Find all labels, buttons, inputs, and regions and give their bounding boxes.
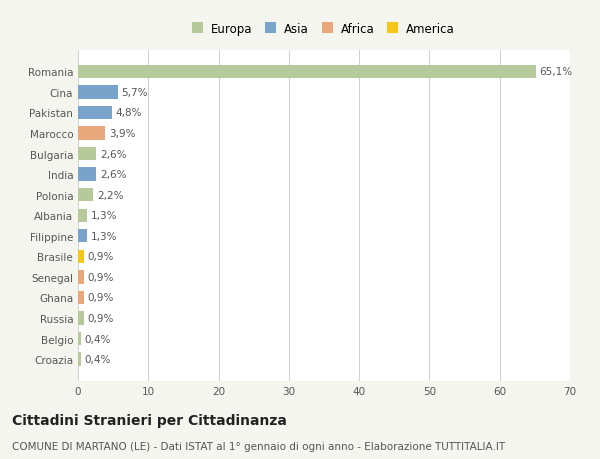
Text: 0,9%: 0,9% (88, 272, 114, 282)
Text: Cittadini Stranieri per Cittadinanza: Cittadini Stranieri per Cittadinanza (12, 413, 287, 427)
Bar (78, 230, 87, 243)
Bar (78, 147, 96, 161)
Text: 2,6%: 2,6% (100, 149, 126, 159)
Text: 0,9%: 0,9% (88, 252, 114, 262)
Legend: Europa, Asia, Africa, America: Europa, Asia, Africa, America (191, 20, 457, 38)
Text: COMUNE DI MARTANO (LE) - Dati ISTAT al 1° gennaio di ogni anno - Elaborazione TU: COMUNE DI MARTANO (LE) - Dati ISTAT al 1… (12, 441, 505, 451)
Bar (78, 189, 94, 202)
Bar (78, 291, 85, 304)
Bar (78, 209, 87, 223)
Bar (78, 271, 85, 284)
Bar (78, 106, 112, 120)
Bar (78, 353, 81, 366)
Text: 5,7%: 5,7% (122, 88, 148, 98)
Text: 1,3%: 1,3% (91, 211, 117, 221)
Bar (78, 250, 85, 263)
Bar (78, 332, 81, 346)
Text: 2,6%: 2,6% (100, 170, 126, 180)
Text: 2,2%: 2,2% (97, 190, 124, 200)
Text: 1,3%: 1,3% (91, 231, 117, 241)
Text: 0,4%: 0,4% (85, 334, 111, 344)
Text: 4,8%: 4,8% (115, 108, 142, 118)
Bar (78, 312, 85, 325)
Text: 0,4%: 0,4% (85, 354, 111, 364)
Text: 0,9%: 0,9% (88, 293, 114, 303)
Text: 65,1%: 65,1% (539, 67, 572, 77)
Text: 3,9%: 3,9% (109, 129, 136, 139)
Bar (78, 127, 106, 140)
Text: 0,9%: 0,9% (88, 313, 114, 323)
Bar (78, 168, 96, 181)
Bar (78, 66, 536, 79)
Bar (78, 86, 118, 99)
